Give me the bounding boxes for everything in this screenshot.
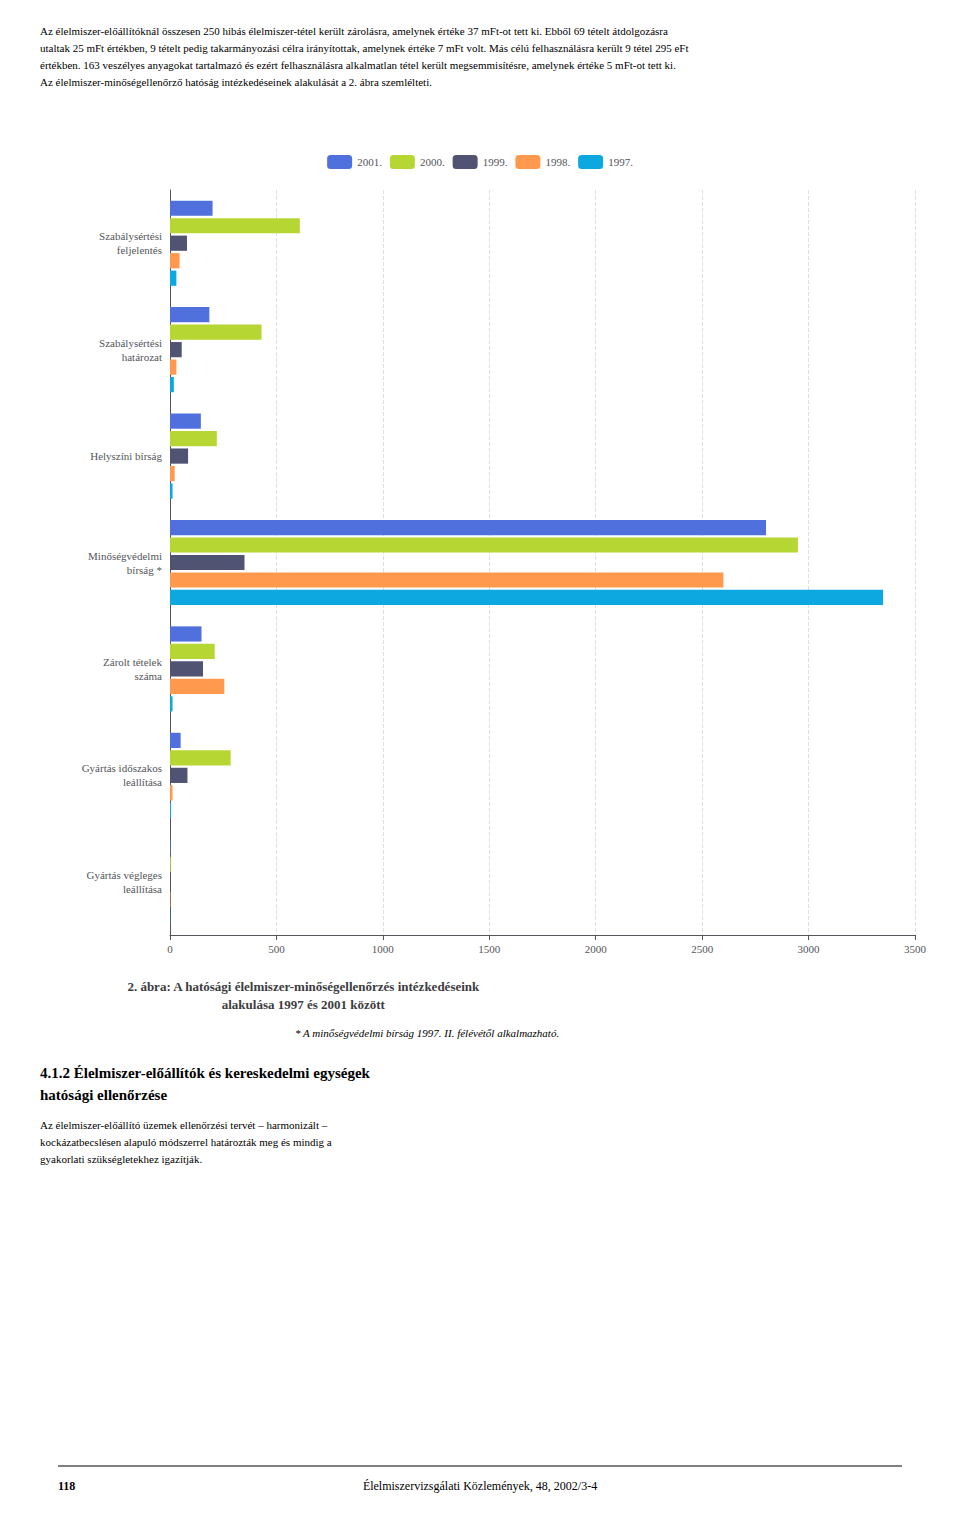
svg-text:Gyártás végleges: Gyártás végleges: [87, 869, 162, 881]
svg-text:1997.: 1997.: [608, 156, 633, 168]
svg-text:118: 118: [58, 1479, 75, 1493]
svg-text:Az élelmiszer-előállítóknál ös: Az élelmiszer-előállítóknál összesen 250…: [40, 25, 668, 37]
svg-text:500: 500: [268, 943, 285, 955]
svg-text:utaltak 25 mFt értékben, 9 tét: utaltak 25 mFt értékben, 9 tételt pedig …: [40, 42, 688, 54]
svg-text:Élelmiszervizsgálati Közlemény: Élelmiszervizsgálati Közlemények, 48, 20…: [363, 1479, 597, 1493]
svg-text:Szabálysértési: Szabálysértési: [99, 337, 162, 349]
svg-text:0: 0: [167, 943, 173, 955]
svg-text:Az élelmiszer-előállító üzemek: Az élelmiszer-előállító üzemek ellenőrzé…: [40, 1119, 328, 1131]
svg-text:alakulása 1997 és 2001 között: alakulása 1997 és 2001 között: [222, 997, 386, 1012]
svg-text:2000: 2000: [585, 943, 608, 955]
svg-text:Minőségvédelmi: Minőségvédelmi: [88, 550, 162, 562]
svg-text:1999.: 1999.: [483, 156, 508, 168]
svg-text:száma: száma: [135, 670, 163, 682]
svg-text:* A minőségvédelmi bírság 1997: * A minőségvédelmi bírság 1997. II. félé…: [295, 1027, 559, 1039]
svg-text:Zárolt tételek: Zárolt tételek: [103, 656, 162, 668]
svg-text:2000.: 2000.: [420, 156, 445, 168]
svg-text:4.1.2 Élelmiszer-előállítók és: 4.1.2 Élelmiszer-előállítók és kereskede…: [40, 1065, 371, 1081]
svg-text:hatósági ellenőrzése: hatósági ellenőrzése: [40, 1087, 167, 1103]
svg-text:2. ábra: A hatósági élelmiszer: 2. ábra: A hatósági élelmiszer-minőségel…: [127, 979, 480, 994]
svg-text:Gyártás időszakos: Gyártás időszakos: [82, 762, 162, 774]
svg-text:leállítása: leállítása: [123, 776, 162, 788]
svg-text:Szabálysértési: Szabálysértési: [99, 230, 162, 242]
svg-text:1500: 1500: [478, 943, 501, 955]
svg-text:3000: 3000: [798, 943, 821, 955]
svg-text:gyakorlati szükségletekhez iga: gyakorlati szükségletekhez igazítják.: [40, 1153, 202, 1165]
svg-text:Az élelmiszer-minőségellenőrző: Az élelmiszer-minőségellenőrző hatóság i…: [40, 76, 432, 88]
svg-text:3500: 3500: [904, 943, 927, 955]
svg-text:feljelentés: feljelentés: [117, 244, 162, 256]
svg-text:bírság *: bírság *: [127, 564, 162, 576]
svg-text:2001.: 2001.: [357, 156, 382, 168]
svg-text:értékben. 163 veszélyes anyago: értékben. 163 veszélyes anyagokat tartal…: [40, 59, 676, 71]
svg-text:2500: 2500: [691, 943, 714, 955]
svg-text:Helyszíni bírság: Helyszíni bírság: [90, 450, 162, 462]
svg-text:1998.: 1998.: [545, 156, 570, 168]
svg-text:leállítása: leállítása: [123, 883, 162, 895]
svg-text:kockázatbecslésen alapuló móds: kockázatbecslésen alapuló módszerrel hat…: [40, 1136, 332, 1148]
svg-text:határozat: határozat: [122, 351, 162, 363]
svg-text:1000: 1000: [372, 943, 395, 955]
